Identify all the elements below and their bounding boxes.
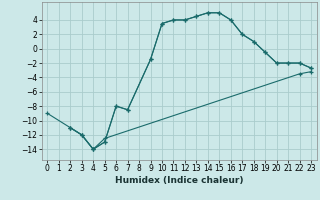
X-axis label: Humidex (Indice chaleur): Humidex (Indice chaleur) xyxy=(115,176,244,185)
